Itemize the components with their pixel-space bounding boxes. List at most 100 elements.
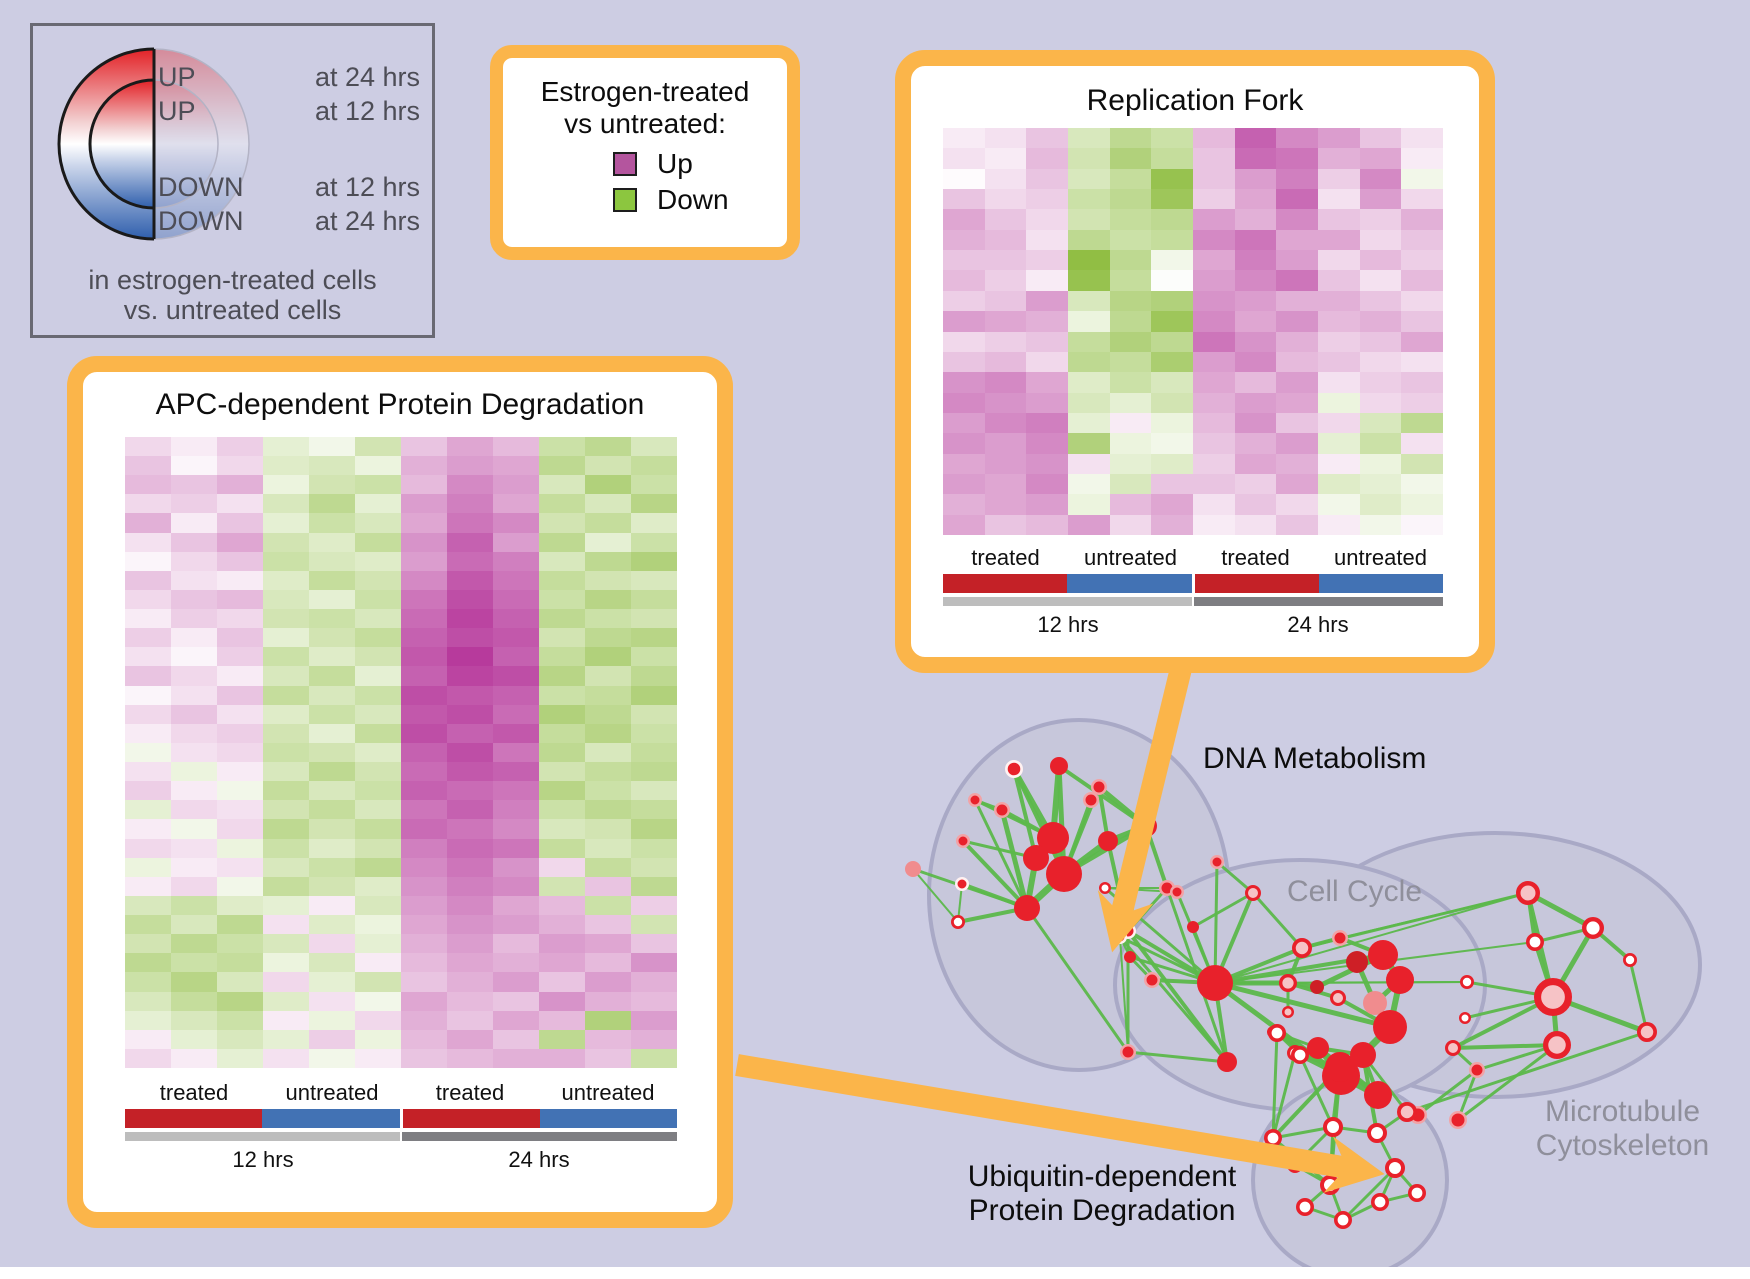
- heatmap-cell: [171, 819, 217, 839]
- network-edge: [961, 839, 1029, 910]
- ring-legend-box: UP at 24 hrs UP at 12 hrs DOWN at 12 hrs…: [30, 23, 435, 338]
- time-label-12hrs: 12 hrs: [1037, 612, 1099, 637]
- heatmap-cell: [447, 972, 493, 992]
- heatmap-cell: [309, 876, 355, 896]
- heatmap-cell: [493, 857, 539, 877]
- heatmap-cell: [401, 723, 447, 743]
- network-edge: [1271, 1032, 1279, 1139]
- heatmap-cell: [217, 1048, 263, 1068]
- heatmap-cell: [1109, 209, 1152, 230]
- heatmap-cell: [263, 475, 309, 495]
- condition-bar-untreated: [1067, 574, 1192, 593]
- group-label-untreated: untreated: [561, 1080, 655, 1105]
- gene-node: [1385, 1158, 1405, 1178]
- heatmap-cell: [355, 953, 401, 973]
- heatmap-cell: [1193, 290, 1235, 312]
- heatmap-cell: [1359, 311, 1402, 332]
- heatmap-cell: [539, 647, 585, 667]
- heatmap-cell: [125, 838, 171, 858]
- heatmap-cell: [493, 838, 539, 858]
- heatmap-cell: [355, 800, 401, 820]
- heatmap-cell: [1318, 209, 1360, 230]
- heatmap-cell: [1068, 148, 1110, 169]
- heatmap-cell: [1109, 453, 1152, 474]
- heatmap-cell: [309, 781, 355, 801]
- heatmap-cell: [355, 494, 401, 514]
- heatmap-cell: [539, 456, 585, 476]
- heatmap-cell: [539, 857, 585, 877]
- heatmap-cell: [125, 532, 171, 552]
- heatmap-cell: [1193, 351, 1235, 373]
- gene-node: [1397, 1102, 1417, 1122]
- gene-node: [1120, 1044, 1136, 1060]
- network-edge: [1341, 1166, 1397, 1222]
- network-edge: [1056, 765, 1067, 875]
- legend-item-label: Up: [657, 148, 693, 179]
- heatmap-cell: [1401, 412, 1443, 434]
- heatmap-cell: [631, 800, 677, 820]
- heatmap-cell: [1193, 168, 1235, 190]
- heatmap-cell: [171, 762, 217, 782]
- heatmap-cell: [1068, 514, 1110, 535]
- heatmap-cell: [1151, 270, 1193, 291]
- heatmap-cell: [1359, 494, 1402, 515]
- heatmap-cell: [1318, 412, 1360, 434]
- heatmap-cell: [984, 250, 1027, 271]
- heatmap-cell: [171, 647, 217, 667]
- heatmap-cell: [447, 934, 493, 954]
- time-label: at 12 hrs: [314, 96, 420, 126]
- heatmap-cell: [631, 857, 677, 877]
- heatmap-cell: [447, 838, 493, 858]
- heatmap-cell: [1234, 128, 1277, 149]
- heatmap-cell: [631, 723, 677, 743]
- heatmap-cell: [1109, 351, 1152, 373]
- heatmap-cell: [539, 704, 585, 724]
- heatmap-cell: [1234, 514, 1277, 535]
- heatmap-cell: [1193, 209, 1235, 230]
- heatmap-cell: [984, 514, 1027, 535]
- heatmap-cell: [171, 991, 217, 1011]
- heatmap-cell: [1359, 128, 1402, 149]
- gene-node: [1534, 978, 1572, 1016]
- heatmap-cell: [309, 915, 355, 935]
- heatmap-cell: [125, 647, 171, 667]
- estrogen-legend-title: Estrogen-treated vs untreated:: [503, 76, 787, 140]
- heatmap-cell: [1026, 168, 1068, 190]
- heatmap-cell: [1234, 270, 1277, 291]
- heatmap-cell: [1193, 433, 1235, 454]
- heatmap-cell: [401, 456, 447, 476]
- ring-footer-line2: vs. untreated cells: [123, 295, 342, 325]
- heatmap-cell: [1276, 209, 1318, 230]
- heatmap-cell: [1193, 473, 1235, 495]
- heatmap-cell: [984, 433, 1027, 454]
- heatmap-cell: [539, 532, 585, 552]
- heatmap-cell: [493, 513, 539, 533]
- heatmap-cell: [539, 991, 585, 1011]
- heatmap-cell: [1109, 331, 1152, 352]
- heatmap-cell: [171, 1010, 217, 1030]
- heatmap-cell: [539, 972, 585, 992]
- heatmap-cell: [355, 876, 401, 896]
- heatmap-cell: [263, 532, 309, 552]
- heatmap-cell: [1193, 311, 1235, 332]
- heatmap-cell: [125, 876, 171, 896]
- heatmap-cell: [493, 1010, 539, 1030]
- heatmap-cell: [1234, 392, 1277, 413]
- heatmap-cell: [1318, 250, 1360, 271]
- heatmap-cell: [447, 570, 493, 590]
- heatmap-cell: [1318, 290, 1360, 312]
- heatmap-cell: [585, 1010, 631, 1030]
- heatmap-cell: [539, 666, 585, 686]
- heatmap-cell: [355, 838, 401, 858]
- heatmap-cell: [355, 1029, 401, 1049]
- heatmap-cell: [1359, 514, 1402, 535]
- heatmap-cell: [125, 819, 171, 839]
- heatmap-cell: [1151, 433, 1193, 454]
- heatmap-cell: [1359, 189, 1402, 210]
- heatmap-cell: [585, 685, 631, 705]
- network-edge: [1406, 1030, 1648, 1114]
- heatmap-cell: [539, 685, 585, 705]
- heatmap-cell: [539, 1029, 585, 1049]
- heatmap-cell: [217, 513, 263, 533]
- heatmap-cell: [1359, 351, 1402, 373]
